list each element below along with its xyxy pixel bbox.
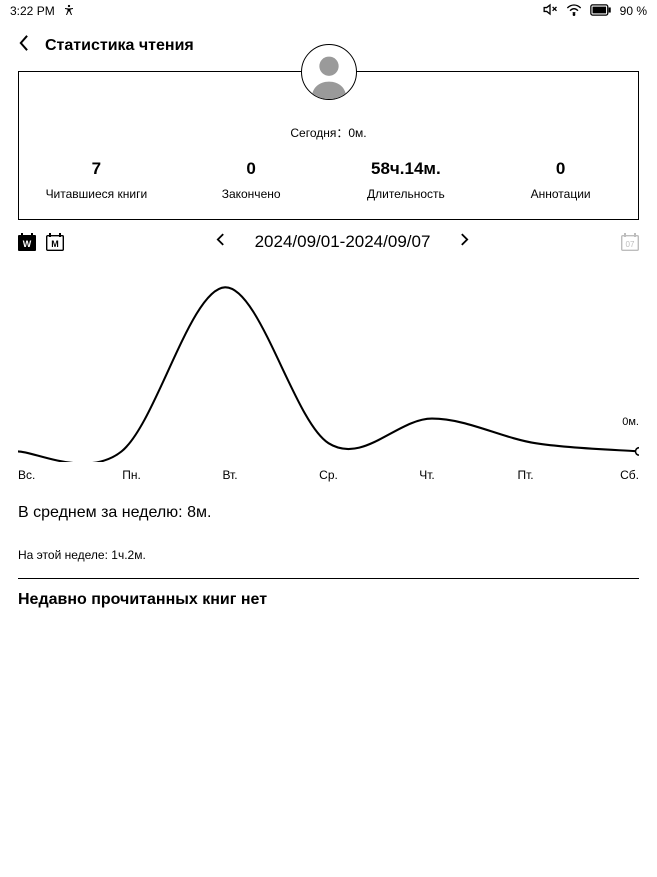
page-title: Статистика чтения [45, 37, 194, 55]
stat-label: Закончено [174, 187, 329, 201]
summary-card: Сегодня：0м. 7 Читавшиеся книги 0 Законче… [18, 71, 639, 220]
stat-value: 0 [483, 159, 638, 179]
date-nav: W M 2024/09/01-2024/09/07 07 [0, 220, 657, 262]
mute-icon [542, 3, 558, 19]
battery-percent: 90 % [620, 4, 647, 18]
week-view-toggle[interactable]: W [18, 233, 36, 251]
stat-duration[interactable]: 58ч.14м. Длительность [329, 159, 484, 201]
prev-period-icon[interactable] [216, 232, 225, 252]
svg-text:W: W [23, 239, 32, 249]
axis-day: Ср. [314, 468, 344, 482]
axis-day: Вт. [215, 468, 245, 482]
stat-books-read[interactable]: 7 Читавшиеся книги [19, 159, 174, 201]
axis-day: Чт. [412, 468, 442, 482]
stat-label: Длительность [329, 187, 484, 201]
avg-week-text: В среднем за неделю: 8м. [0, 482, 657, 522]
accessibility-icon [63, 4, 75, 19]
stat-value: 0 [174, 159, 329, 179]
this-week-text: На этой неделе: 1ч.2м. [0, 522, 657, 562]
status-bar: 3:22 PM 90 % [0, 0, 657, 22]
recent-books-empty: Недавно прочитанных книг нет [0, 579, 657, 609]
back-icon[interactable] [18, 34, 29, 57]
axis-day: Вс. [18, 468, 48, 482]
today-row: Сегодня：0м. [19, 104, 638, 153]
month-view-toggle[interactable]: M [46, 233, 64, 251]
axis-day: Сб. [609, 468, 639, 482]
svg-text:M: M [51, 239, 59, 249]
today-label: Сегодня： [290, 126, 348, 140]
avatar[interactable] [301, 44, 357, 100]
stat-value: 7 [19, 159, 174, 179]
today-value: 0м. [348, 126, 366, 140]
battery-icon [590, 4, 612, 19]
stat-label: Читавшиеся книги [19, 187, 174, 201]
next-period-icon[interactable] [460, 232, 469, 252]
wifi-icon [566, 4, 582, 19]
stats-row: 7 Читавшиеся книги 0 Закончено 58ч.14м. … [19, 153, 638, 219]
stat-finished[interactable]: 0 Закончено [174, 159, 329, 201]
reading-chart: 0м. [0, 262, 657, 462]
clock: 3:22 PM [10, 4, 55, 18]
svg-text:07: 07 [626, 240, 635, 249]
calendar-button[interactable]: 07 [621, 233, 639, 251]
date-range[interactable]: 2024/09/01-2024/09/07 [255, 232, 431, 252]
stat-annotations[interactable]: 0 Аннотации [483, 159, 638, 201]
chart-axis: Вс. Пн. Вт. Ср. Чт. Пт. Сб. [0, 462, 657, 482]
chart-end-label: 0м. [622, 416, 639, 428]
stat-value: 58ч.14м. [329, 159, 484, 179]
stat-label: Аннотации [483, 187, 638, 201]
axis-day: Пн. [117, 468, 147, 482]
axis-day: Пт. [511, 468, 541, 482]
